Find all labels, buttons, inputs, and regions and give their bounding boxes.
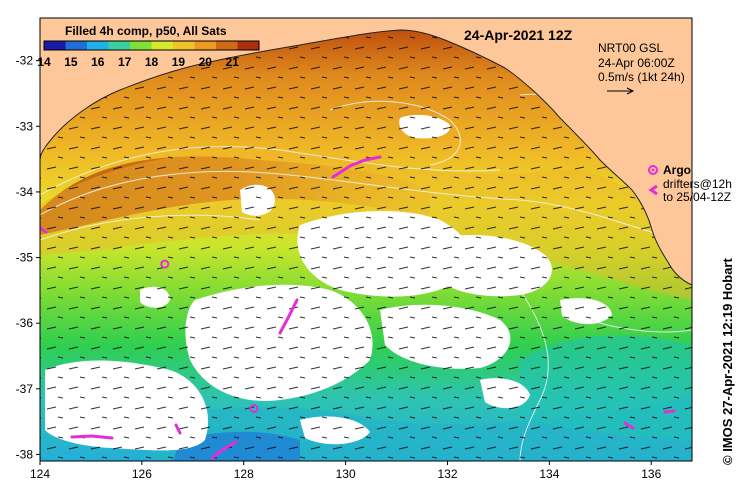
y-axis: -32 -33 -34 -35 -36 -37 -38 [16, 54, 40, 461]
current-legend: NRT00 GSL 24-Apr 06:00Z 0.5m/s (1kt 24h) [598, 41, 685, 95]
argo-float-ring [249, 403, 259, 413]
plot-frame [39, 17, 693, 462]
colorbar-tick-label: 19 [172, 55, 186, 69]
colorbar-tick-label: 21 [225, 55, 239, 69]
colorbar-segment [194, 41, 217, 50]
map-plot-area [40, 18, 692, 461]
current-source: NRT00 GSL [598, 41, 663, 55]
argo-float-marker [160, 259, 170, 269]
x-tick-label: 126 [132, 467, 152, 481]
x-axis: 124 126 128 130 132 134 136 [30, 461, 662, 481]
colorbar-segment [237, 41, 260, 50]
argo-float-ring [160, 259, 170, 269]
x-tick-label: 128 [234, 467, 254, 481]
y-tick-label: -37 [16, 382, 34, 396]
colorbar-title: Filled 4h comp, p50, All Sats [65, 24, 227, 38]
colorbar-segment [108, 41, 131, 50]
colorbar-tick-label: 15 [64, 55, 78, 69]
colorbar-segment [173, 41, 195, 50]
colorbar-tick-label: 16 [91, 55, 105, 69]
argo-label: Argo [663, 163, 691, 177]
coastline [40, 29, 692, 286]
drifter-marker-icon [648, 184, 658, 196]
drifters-range: to 25/04-12Z [663, 190, 731, 204]
drifters-label: drifters@12h [663, 177, 732, 191]
colorbar-tick-label: 14 [37, 55, 51, 69]
colorbar-ticks: 14 15 16 17 18 19 20 21 [37, 55, 239, 69]
y-tick-label: -34 [16, 185, 34, 199]
colorbar-segment [130, 41, 152, 50]
argo-floats [160, 259, 259, 413]
y-tick-label: -33 [16, 119, 34, 133]
argo-float-marker [249, 403, 259, 413]
x-tick-label: 132 [437, 467, 457, 481]
date-title: 24-Apr-2021 12Z [464, 27, 573, 43]
colorbar: Filled 4h comp, p50, All Sats 14 15 16 17 18… [37, 24, 260, 69]
colorbar-segment [44, 41, 66, 50]
x-tick-label: 130 [336, 467, 356, 481]
colorbar-segment [87, 41, 109, 50]
drifter-tracks [40, 155, 676, 460]
colorbar-tick-label: 18 [145, 55, 159, 69]
argo-legend: Argo drifters@12h to 25/04-12Z [648, 163, 732, 204]
colorbar-segment [65, 41, 88, 50]
land-mass [40, 18, 692, 285]
colorbar-segment [216, 41, 238, 50]
argo-marker-icon [648, 165, 658, 175]
colorbar-segment [151, 41, 174, 50]
y-tick-label: -35 [16, 251, 34, 265]
colorbar-tick-label: 17 [118, 55, 132, 69]
colorbar-outline [43, 40, 260, 51]
x-tick-label: 136 [641, 467, 661, 481]
colorbar-tick-label: 20 [199, 55, 213, 69]
credit-label: © IMOS 27-Apr-2021 12:19 Hobart [720, 258, 735, 465]
y-tick-label: -38 [16, 447, 34, 461]
scale-arrow-icon [607, 87, 635, 95]
current-time: 24-Apr 06:00Z [598, 56, 675, 70]
x-tick-label: 134 [539, 467, 559, 481]
x-tick-label: 124 [30, 467, 50, 481]
current-scale-label: 0.5m/s (1kt 24h) [598, 70, 685, 84]
y-tick-label: -36 [16, 316, 34, 330]
y-tick-label: -32 [16, 54, 34, 68]
